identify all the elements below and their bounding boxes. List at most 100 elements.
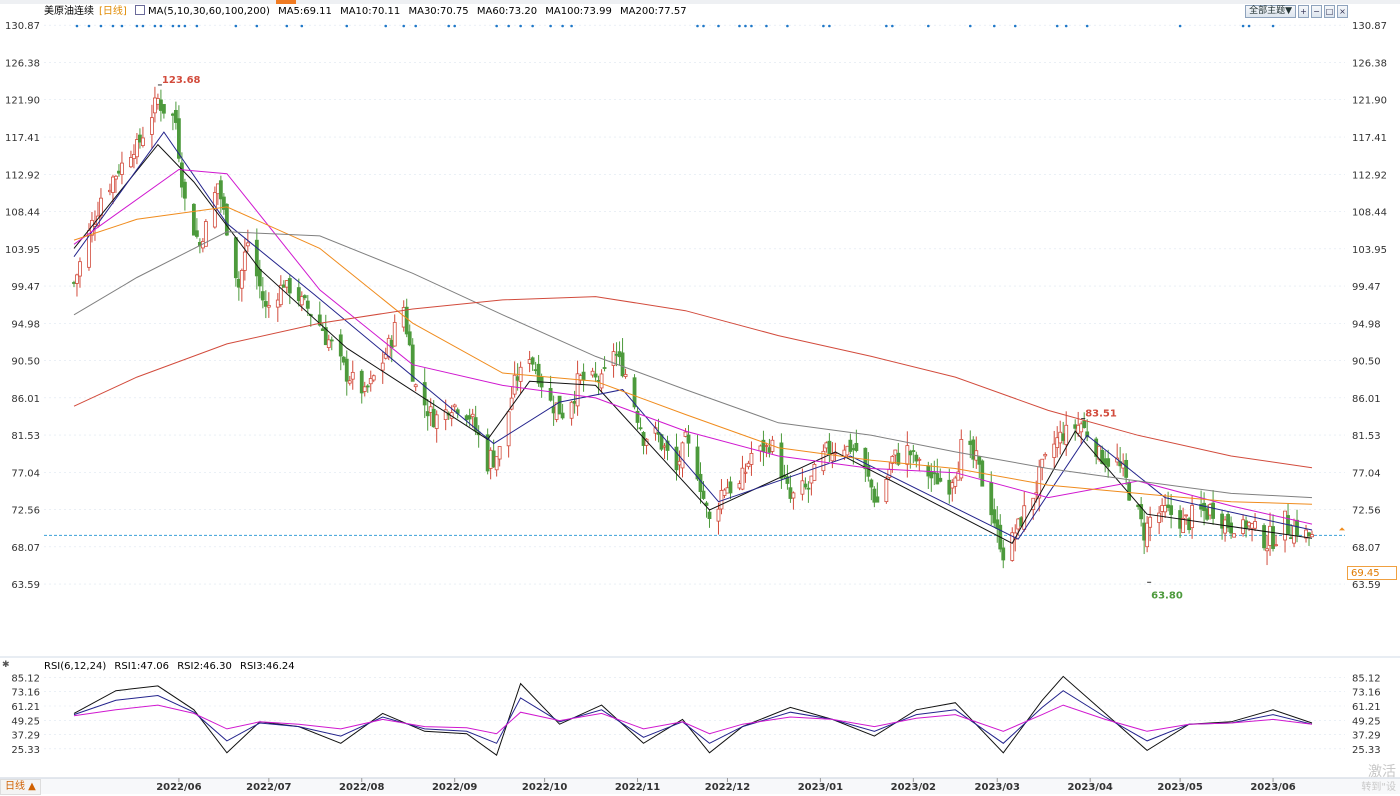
candle-body xyxy=(464,415,469,421)
ma-line-ma30 xyxy=(73,168,1313,525)
price-tick-left: 130.87 xyxy=(5,21,40,32)
candle-body xyxy=(911,450,916,452)
candle-body xyxy=(162,104,166,114)
indicator-toggle-icon[interactable] xyxy=(135,5,145,15)
candle-body xyxy=(1145,522,1150,548)
candle-body xyxy=(1082,420,1087,429)
candle-body xyxy=(1310,534,1314,538)
candle-body xyxy=(614,353,619,356)
candle-body xyxy=(803,483,808,488)
rsi-tick-right: 25.33 xyxy=(1352,745,1381,756)
price-tick-left: 63.59 xyxy=(11,580,40,591)
rsi-collapse-icon[interactable]: ✱ xyxy=(2,660,10,670)
candle-body xyxy=(863,447,868,470)
rsi-legend: RSI(6,12,24) RSI1:47.06 RSI2:46.30 RSI3:… xyxy=(44,661,300,673)
candle-body xyxy=(1229,522,1233,534)
candle-body xyxy=(716,508,721,522)
price-tick-left: 94.98 xyxy=(11,319,40,330)
ma5-value: MA5:69.11 xyxy=(278,6,332,17)
rsi-tick-right: 37.29 xyxy=(1352,731,1381,742)
panel-separator xyxy=(0,656,1400,658)
candle-body xyxy=(635,410,640,423)
candle-body xyxy=(1127,482,1132,501)
candle-body xyxy=(305,300,310,309)
candle-body xyxy=(764,445,769,447)
price-tick-left: 77.04 xyxy=(11,468,40,479)
candle-body xyxy=(914,454,919,462)
candle-body xyxy=(827,440,832,456)
candle-body xyxy=(1241,519,1245,534)
rsi-tick-left: 25.33 xyxy=(11,745,40,756)
date-tick-label: 2023/03 xyxy=(975,782,1020,793)
candle-body xyxy=(704,502,709,506)
candle-body xyxy=(1289,537,1293,540)
candle-body xyxy=(392,322,397,347)
candle-body xyxy=(698,473,703,493)
rsi-tick-left: 85.12 xyxy=(11,673,40,684)
signal-dot xyxy=(177,24,181,28)
zoom-out-icon[interactable]: − xyxy=(1311,5,1322,18)
date-tick-label: 2022/08 xyxy=(339,782,384,793)
candle-body xyxy=(245,242,250,247)
candle-body xyxy=(569,401,574,419)
candle-body xyxy=(485,434,490,472)
date-tick-label: 2022/10 xyxy=(522,782,567,793)
current-price-tag: 69.45 xyxy=(1347,566,1397,580)
candle-body xyxy=(150,117,154,135)
candle-body xyxy=(78,261,82,277)
candle-body xyxy=(179,162,184,188)
candle-body xyxy=(141,137,145,146)
candle-body xyxy=(287,278,292,294)
signal-dot xyxy=(822,24,825,28)
signal-dot xyxy=(414,24,418,28)
candle-body xyxy=(512,374,517,395)
signal-dot xyxy=(828,24,831,28)
date-tick-label: 2022/07 xyxy=(246,782,291,793)
signal-dot xyxy=(345,24,349,28)
candle-body xyxy=(1274,544,1278,547)
candle-body xyxy=(737,483,742,489)
instrument-name: 美原油连续 xyxy=(44,6,94,17)
signal-dot xyxy=(786,24,789,28)
ma-params: MA(5,10,30,60,100,200) xyxy=(148,6,270,17)
candle-body xyxy=(674,446,679,471)
candle-body xyxy=(515,376,520,381)
candle-body xyxy=(929,471,934,479)
candle-body xyxy=(1292,525,1296,544)
zoom-in-icon[interactable]: + xyxy=(1298,5,1309,18)
candle-body xyxy=(359,370,364,394)
candle-body xyxy=(413,384,418,388)
ma-line-ma200 xyxy=(73,296,1313,469)
candle-body xyxy=(236,278,241,288)
price-tick-left: 121.90 xyxy=(5,96,40,107)
candle-body xyxy=(1157,512,1162,523)
period-button[interactable]: 日线 ▲ xyxy=(0,779,41,795)
signal-dot xyxy=(717,24,720,28)
restore-icon[interactable]: □ xyxy=(1324,5,1335,18)
candle-body xyxy=(488,449,493,469)
candle-body xyxy=(1160,505,1165,512)
candle-body xyxy=(890,455,895,464)
candle-body xyxy=(581,371,586,381)
signal-dot xyxy=(402,24,406,28)
candle-body xyxy=(638,427,643,430)
candle-body xyxy=(725,487,730,494)
candle-body xyxy=(1073,424,1078,429)
candle-body xyxy=(866,465,871,477)
candle-body xyxy=(893,449,898,456)
candle-body xyxy=(722,489,727,496)
chart-controls: 全部主题▼ + − □ × xyxy=(1245,5,1348,18)
candle-body xyxy=(153,97,157,114)
signal-dot xyxy=(1247,24,1251,28)
main-indicator-dropdown[interactable]: 全部主题▼ xyxy=(1245,5,1296,18)
price-tick-left: 81.53 xyxy=(11,431,40,442)
close-icon[interactable]: × xyxy=(1337,5,1348,18)
candle-body xyxy=(749,452,754,465)
rsi1-value: RSI1:47.06 xyxy=(114,661,170,672)
signal-dot xyxy=(744,24,747,28)
candle-body xyxy=(935,473,940,485)
signal-dot xyxy=(507,24,510,28)
candle-body xyxy=(989,482,994,516)
